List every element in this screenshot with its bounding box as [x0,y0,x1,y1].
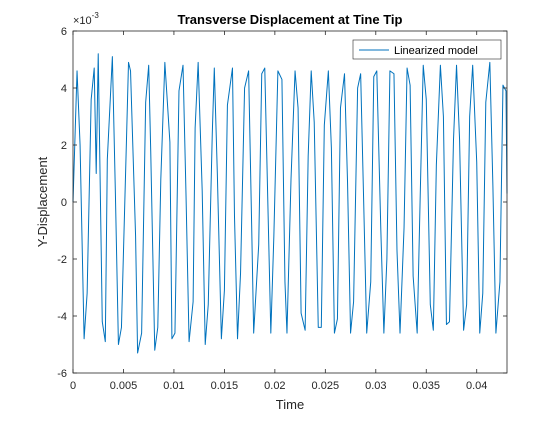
x-tick-label: 0.02 [264,380,285,392]
series-line-linearized-model [72,53,508,354]
x-tick-label: 0.03 [365,380,386,392]
y-axis-ticks: -6 -4 -2 0 2 4 6 [57,26,507,380]
y-tick-label: 6 [61,26,67,38]
y-exponent-power: -3 [92,11,100,20]
x-axis-ticks: 0 0.005 0.01 0.015 0.02 0.025 0.03 0.035 0.04 [70,31,487,392]
x-tick-label: 0.01 [163,380,184,392]
y-axis-label: Y-Displacement [35,156,50,247]
x-tick-label: 0 [70,380,76,392]
y-axis-exponent: ×10-3 [73,11,99,27]
x-tick-label: 0.035 [412,380,440,392]
y-tick-label: -6 [57,368,67,380]
x-tick-label: 0.04 [466,380,487,392]
x-tick-label: 0.015 [211,380,239,392]
series-layer [72,53,508,354]
legend-label: Linearized model [394,45,478,57]
y-tick-label: 2 [61,140,67,152]
x-tick-label: 0.005 [110,380,138,392]
y-tick-label: 4 [61,83,67,95]
y-tick-label: 0 [61,197,67,209]
y-tick-label: -2 [57,254,67,266]
y-tick-label: -4 [57,311,67,323]
x-tick-label: 0.025 [312,380,340,392]
y-exponent-base: ×10 [73,15,92,27]
chart-title: Transverse Displacement at Tine Tip [178,12,403,27]
legend: Linearized model [352,39,502,60]
legend-box [352,39,502,60]
x-axis-label: Time [276,397,304,412]
